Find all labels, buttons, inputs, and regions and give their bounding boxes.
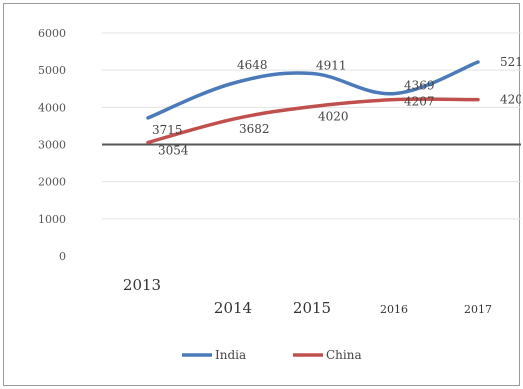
data-label: 4369	[404, 79, 435, 93]
x-tick-label: 2014	[214, 299, 252, 317]
data-label: 4648	[237, 58, 268, 72]
series-lines	[146, 60, 480, 145]
data-label: 3715	[152, 123, 183, 137]
data-label: 420	[500, 93, 521, 107]
x-tick-label: 2013	[123, 276, 161, 294]
data-label: 4020	[318, 110, 349, 124]
y-tick-label: 0	[59, 250, 66, 263]
legend-label: India	[215, 348, 246, 362]
x-tick-label: 2015	[293, 299, 331, 317]
x-tick-label: 2016	[380, 303, 408, 316]
y-tick-label: 6000	[38, 27, 66, 40]
x-axis: 2013 2014 2015 2016 2017	[123, 276, 492, 317]
y-tick-label: 2000	[38, 176, 66, 189]
series-line-china	[146, 97, 480, 145]
data-labels: 3715 4648 4911 4369 521 3054 3682 4020 4207 420	[152, 55, 521, 157]
data-label: 3682	[239, 122, 270, 136]
y-axis: 6000 5000 4000 3000 2000 1000 0	[38, 27, 66, 263]
y-tick-label: 1000	[38, 213, 66, 226]
data-label: 3054	[158, 143, 189, 157]
x-tick-label: 2017	[464, 303, 492, 316]
legend-label: China	[326, 348, 362, 362]
chart-frame: 6000 5000 4000 3000 2000 1000 0 2013 2014 2015 20…	[3, 3, 521, 386]
series-line-india	[146, 60, 480, 120]
y-tick-label: 5000	[38, 64, 66, 77]
data-label: 4207	[404, 95, 435, 109]
data-label: 4911	[316, 58, 347, 72]
data-label: 521	[500, 55, 521, 69]
y-tick-label: 4000	[38, 101, 66, 114]
y-tick-label: 3000	[38, 139, 66, 152]
legend: India China	[182, 348, 362, 362]
